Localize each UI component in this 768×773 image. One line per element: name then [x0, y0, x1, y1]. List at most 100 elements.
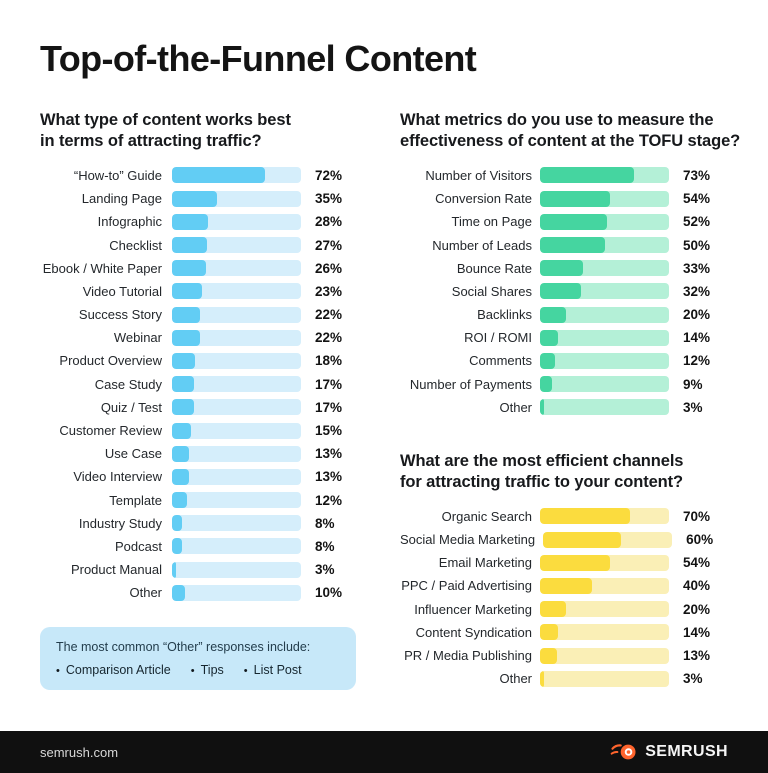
footer-brand-name: SEMRUSH [645, 743, 728, 760]
bar-fill [172, 468, 189, 485]
bullet-icon: • [56, 665, 60, 678]
bar-fill [540, 190, 610, 207]
bar-track [540, 352, 669, 369]
bar-label: Webinar [113, 330, 162, 346]
bar-row: Number of Visitors 73% [400, 164, 758, 187]
bar-track [540, 647, 669, 664]
bar-fill [172, 584, 185, 601]
bar-row: PPC / Paid Advertising 40% [400, 574, 758, 597]
footer-site-url: semrush.com [40, 744, 119, 760]
bar-fill [540, 306, 566, 323]
bar-fill [540, 237, 605, 254]
chart-rows: Number of Visitors 73% Conversion Rate 54% T… [400, 164, 758, 419]
chart-title-line: What type of content works best [40, 111, 291, 129]
bar-track [172, 237, 301, 254]
bar-label: Number of Payments [409, 376, 532, 392]
bar-track [172, 515, 301, 532]
bar-fill [540, 624, 559, 641]
bar-track [540, 376, 669, 393]
bar-row: Ebook / White Paper 26% [40, 257, 370, 280]
bar-row: “How-to” Guide 72% [40, 164, 370, 187]
bar-fill [540, 554, 610, 571]
bar-value: 54% [683, 555, 711, 571]
bar-label: Other [499, 671, 532, 687]
bar-track [172, 492, 301, 509]
bar-value: 50% [683, 237, 711, 253]
bar-fill [540, 670, 544, 687]
bar-row: Other 3% [400, 667, 758, 690]
bar-fill [172, 561, 176, 578]
bar-label: Bounce Rate [456, 260, 532, 276]
bar-label: Conversion Rate [435, 191, 532, 207]
note-items: • Comparison Article • Tips • List Post [56, 663, 340, 677]
bar-track [172, 445, 301, 462]
bar-label: Other [499, 399, 532, 415]
bar-track [540, 508, 669, 525]
bar-row: Number of Payments 9% [400, 373, 758, 396]
bar-row: Infographic 28% [40, 210, 370, 233]
bar-label: Infographic [97, 214, 162, 230]
bar-label: Case Study [94, 376, 162, 392]
chart-rows: “How-to” Guide 72% Landing Page 35% Infograp… [40, 164, 370, 605]
bar-label: Ebook / White Paper [42, 260, 162, 276]
bar-fill [172, 422, 192, 439]
bar-label: Content Syndication [415, 624, 532, 640]
bar-label: Checklist [109, 237, 162, 253]
bar-track [172, 422, 301, 439]
bar-track [172, 376, 301, 393]
bar-row: Landing Page 35% [40, 187, 370, 210]
bar-fill [172, 260, 206, 277]
bar-row: Email Marketing 54% [400, 551, 758, 574]
bar-value: 35% [315, 191, 343, 207]
bar-fill [172, 190, 218, 207]
bar-value: 60% [686, 532, 714, 548]
other-responses-note: The most common “Other” responses includ… [40, 627, 356, 691]
bar-value: 8% [315, 538, 335, 554]
bar-fill [172, 376, 194, 393]
bar-value: 3% [683, 671, 703, 687]
bar-row: Backlinks 20% [400, 303, 758, 326]
footer-bar: semrush.com SEMRUSH [0, 731, 768, 773]
bar-value: 20% [683, 601, 711, 617]
bar-label: Video Tutorial [82, 283, 162, 299]
bar-track [540, 554, 669, 571]
bar-label: Number of Leads [432, 237, 532, 253]
bar-track [172, 399, 301, 416]
bar-row: Content Syndication 14% [400, 621, 758, 644]
bar-fill [540, 577, 592, 594]
bar-value: 10% [315, 585, 343, 601]
bar-value: 17% [315, 399, 343, 415]
bar-row: Case Study 17% [40, 373, 370, 396]
bar-row: Podcast 8% [40, 535, 370, 558]
bar-row: Social Shares 32% [400, 280, 758, 303]
bar-row: Number of Leads 50% [400, 233, 758, 256]
chart-tofu-metrics: What metrics do you use to measure the ef… [400, 110, 758, 419]
bar-label: Quiz / Test [100, 399, 162, 415]
bar-fill [172, 329, 201, 346]
chart-title: What are the most efficient channels for … [400, 451, 758, 494]
bar-value: 13% [315, 469, 343, 485]
bar-row: Product Manual 3% [40, 558, 370, 581]
bar-label: Number of Visitors [425, 167, 532, 183]
bar-row: Conversion Rate 54% [400, 187, 758, 210]
bar-value: 13% [683, 648, 711, 664]
bar-row: Customer Review 15% [40, 419, 370, 442]
bar-track [540, 260, 669, 277]
semrush-flame-icon [610, 741, 638, 763]
charts-layout: What type of content works best in terms … [40, 110, 740, 691]
bar-fill [172, 283, 202, 300]
note-heading: The most common “Other” responses includ… [56, 640, 311, 655]
bar-fill [540, 213, 608, 230]
bar-track [172, 584, 301, 601]
bar-track [540, 624, 669, 641]
bar-track [543, 531, 673, 548]
bar-value: 15% [315, 423, 343, 439]
bar-row: Video Interview 13% [40, 465, 370, 488]
bar-track [540, 237, 669, 254]
bar-value: 28% [315, 214, 343, 230]
bar-track [172, 190, 301, 207]
bar-label: Email Marketing [438, 555, 532, 571]
bar-row: Time on Page 52% [400, 210, 758, 233]
bar-value: 12% [315, 492, 343, 508]
bar-fill [172, 445, 189, 462]
